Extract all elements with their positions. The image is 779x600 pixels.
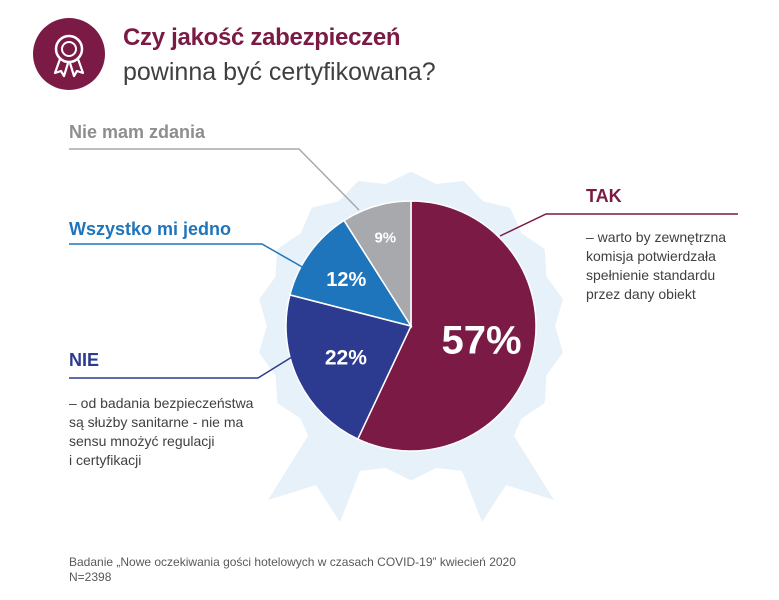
description-nie-line: – od badania bezpieczeństwa	[69, 395, 254, 411]
description-nie-line: sensu mnożyć regulacji	[69, 433, 215, 449]
source-text: Badanie „Nowe oczekiwania gości hotelowy…	[69, 555, 516, 569]
leader-tak	[499, 213, 738, 237]
page-title: Czy jakość zabezpieczeń	[123, 24, 401, 51]
value-label-wszystko: 12%	[326, 269, 366, 291]
page-subtitle: powinna być certyfikowana?	[123, 58, 436, 86]
description-tak: – warto by zewnętrzna komisja potwierdza…	[586, 228, 756, 304]
leader-nie-mam	[69, 148, 360, 211]
sample-size: N=2398	[69, 570, 112, 584]
value-label-nie: 22%	[325, 347, 367, 370]
leader-wszystko	[69, 243, 319, 277]
leader-lines	[69, 148, 738, 379]
legend-label-nie-mam-zdania: Nie mam zdania	[69, 122, 206, 142]
award-ribbon-icon	[53, 34, 85, 78]
title-badge	[33, 18, 105, 90]
description-tak-line: – warto by zewnętrzna	[586, 229, 727, 245]
leader-nie	[69, 351, 301, 379]
description-nie: – od badania bezpieczeństwa są służby sa…	[69, 394, 289, 470]
description-nie-line: i certyfikacji	[69, 452, 142, 468]
value-labels: 57% 22% 12% 9%	[325, 230, 522, 370]
pie-slice-nie-mam	[342, 200, 412, 329]
legend-label-tak: TAK	[586, 186, 622, 206]
pie-slice-tak	[356, 200, 537, 452]
legend-label-wszystko-mi-jedno: Wszystko mi jedno	[69, 219, 232, 239]
pie-slice-nie	[285, 293, 413, 441]
value-label-tak: 57%	[441, 319, 521, 363]
pie-slice-wszystko	[289, 219, 413, 328]
source-note: Badanie „Nowe oczekiwania gości hotelowy…	[69, 555, 516, 585]
description-nie-line: są służby sanitarne - nie ma	[69, 414, 244, 430]
legend-label-nie: NIE	[69, 350, 100, 370]
value-label-nie-mam: 9%	[374, 230, 396, 247]
description-tak-line: przez dany obiekt	[586, 286, 696, 302]
description-tak-line: komisja potwierdzała	[586, 248, 716, 264]
description-tak-line: spełnienie standardu	[586, 267, 716, 283]
pie-slices	[285, 200, 537, 452]
